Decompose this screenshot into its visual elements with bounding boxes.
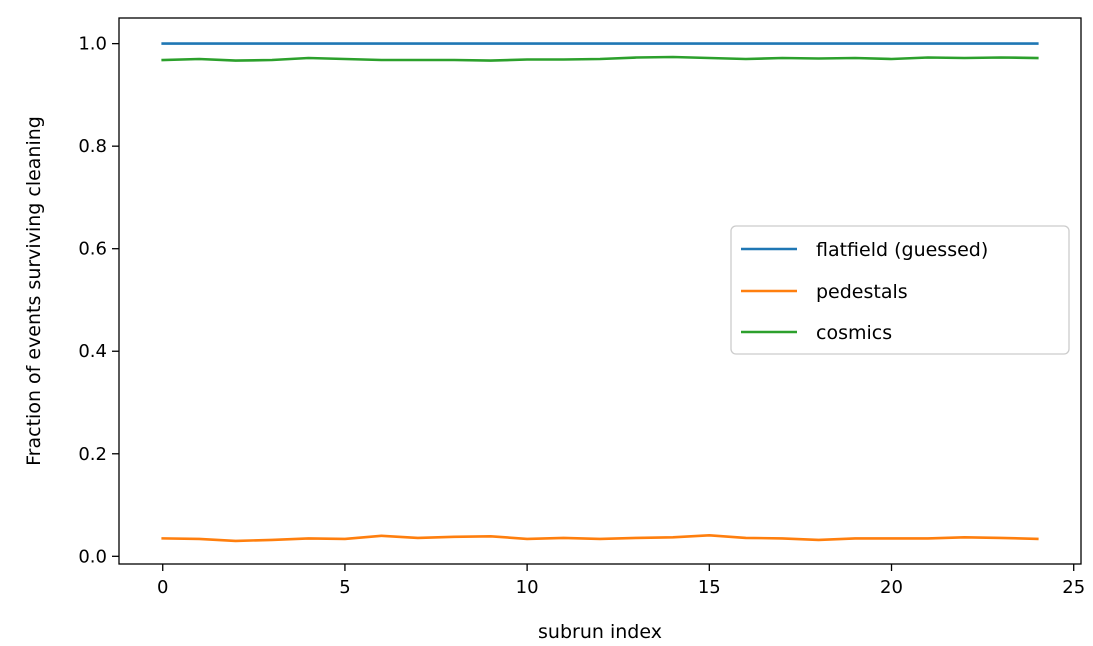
y-tick-label: 0.4 bbox=[78, 341, 107, 362]
legend: flatfield (guessed) pedestals cosmics bbox=[730, 225, 1070, 355]
x-axis: 0 5 10 15 20 25 bbox=[157, 564, 1085, 598]
y-tick-label: 0.8 bbox=[78, 136, 107, 157]
legend-box bbox=[730, 225, 1070, 355]
x-tick-label: 0 bbox=[157, 577, 168, 598]
x-tick-label: 10 bbox=[516, 577, 539, 598]
plot-frame bbox=[118, 17, 1082, 565]
legend-label: cosmics bbox=[816, 322, 892, 344]
y-tick-label: 1.0 bbox=[78, 34, 107, 55]
legend-label: flatfield (guessed) bbox=[816, 239, 988, 261]
series-line-3 bbox=[161, 55, 1039, 62]
x-tick-label: 25 bbox=[1062, 577, 1085, 598]
x-tick-label: 5 bbox=[339, 577, 350, 598]
series-line-2 bbox=[161, 533, 1039, 543]
series-layer bbox=[161, 42, 1039, 543]
x-axis-label: subrun index bbox=[538, 621, 662, 643]
y-axis-label: Fraction of events surviving cleaning bbox=[23, 116, 45, 466]
y-tick-label: 0.0 bbox=[78, 546, 107, 567]
y-axis: 0.0 0.2 0.4 0.6 0.8 1.0 bbox=[78, 34, 119, 567]
y-tick-label: 0.2 bbox=[78, 444, 107, 465]
x-tick-label: 20 bbox=[880, 577, 903, 598]
x-tick-label: 15 bbox=[698, 577, 721, 598]
legend-label: pedestals bbox=[816, 281, 908, 303]
y-tick-label: 0.6 bbox=[78, 239, 107, 260]
